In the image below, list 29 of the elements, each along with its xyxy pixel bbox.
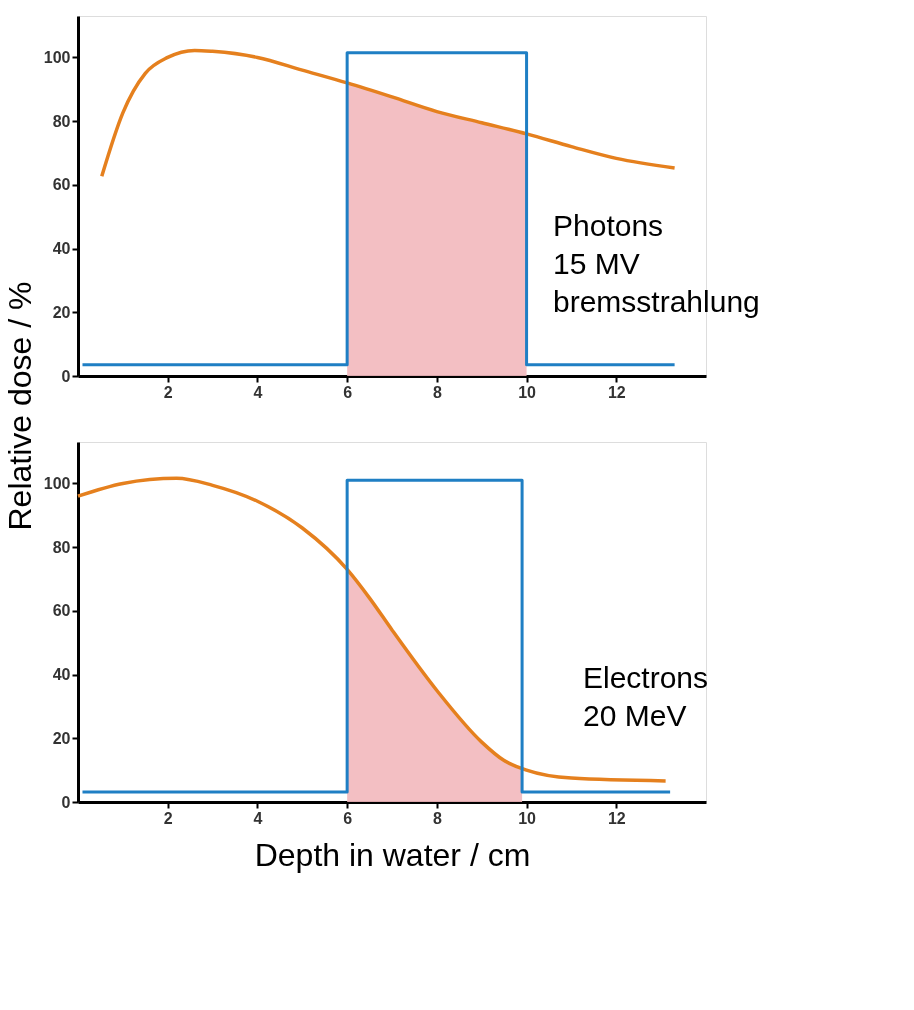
y-tick-label: 0 — [61, 793, 71, 811]
y-tick-label: 60 — [52, 602, 71, 620]
x-tick-label: 2 — [163, 809, 173, 827]
y-tick-label: 80 — [52, 538, 71, 556]
x-axis-title: Depth in water / cm — [254, 836, 531, 873]
x-tick-label: 10 — [518, 383, 537, 401]
y-tick-label: 20 — [52, 729, 71, 747]
y-tick-label: 40 — [52, 240, 71, 258]
y-tick-label: 100 — [43, 474, 71, 492]
y-tick-label: 80 — [52, 112, 71, 130]
y-axis-title: Relative dose / % — [2, 281, 38, 531]
annotation: Electrons 20 MeV — [583, 661, 709, 732]
x-tick-label: 6 — [343, 383, 353, 401]
line-series — [100, 48, 677, 178]
x-tick-label: 2 — [163, 383, 173, 401]
x-tick-label: 12 — [607, 809, 626, 827]
x-tick-label: 6 — [343, 809, 353, 827]
y-tick-label: 20 — [52, 303, 71, 321]
x-tick-label: 8 — [432, 383, 442, 401]
x-tick-label: 4 — [253, 383, 263, 401]
x-tick-label: 12 — [607, 383, 626, 401]
y-tick-label: 100 — [43, 48, 71, 66]
x-tick-label: 8 — [432, 809, 442, 827]
annotation: Photons 15 MV bremsstrahlung — [553, 209, 760, 318]
y-tick-label: 60 — [52, 176, 71, 194]
y-tick-label: 0 — [61, 367, 71, 385]
y-tick-label: 40 — [52, 666, 71, 684]
x-tick-label: 4 — [253, 809, 263, 827]
x-tick-label: 10 — [518, 809, 537, 827]
